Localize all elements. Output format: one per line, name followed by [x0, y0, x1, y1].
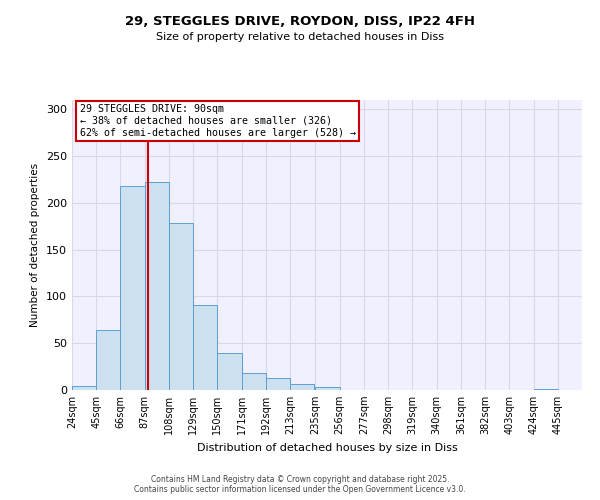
Bar: [266, 378, 290, 390]
Y-axis label: Number of detached properties: Number of detached properties: [31, 163, 40, 327]
Bar: [290, 384, 314, 390]
Bar: [145, 182, 169, 390]
Bar: [217, 352, 242, 390]
Bar: [121, 186, 145, 390]
X-axis label: Distribution of detached houses by size in Diss: Distribution of detached houses by size …: [197, 442, 457, 452]
Text: Size of property relative to detached houses in Diss: Size of property relative to detached ho…: [156, 32, 444, 42]
Bar: [169, 222, 193, 390]
Bar: [242, 373, 266, 390]
Bar: [96, 330, 121, 390]
Text: Contains public sector information licensed under the Open Government Licence v3: Contains public sector information licen…: [134, 485, 466, 494]
Text: Contains HM Land Registry data © Crown copyright and database right 2025.: Contains HM Land Registry data © Crown c…: [151, 475, 449, 484]
Bar: [316, 387, 340, 390]
Text: 29 STEGGLES DRIVE: 90sqm
← 38% of detached houses are smaller (326)
62% of semi-: 29 STEGGLES DRIVE: 90sqm ← 38% of detach…: [80, 104, 356, 138]
Bar: [533, 389, 558, 390]
Bar: [72, 386, 96, 390]
Text: 29, STEGGLES DRIVE, ROYDON, DISS, IP22 4FH: 29, STEGGLES DRIVE, ROYDON, DISS, IP22 4…: [125, 15, 475, 28]
Bar: [193, 305, 217, 390]
